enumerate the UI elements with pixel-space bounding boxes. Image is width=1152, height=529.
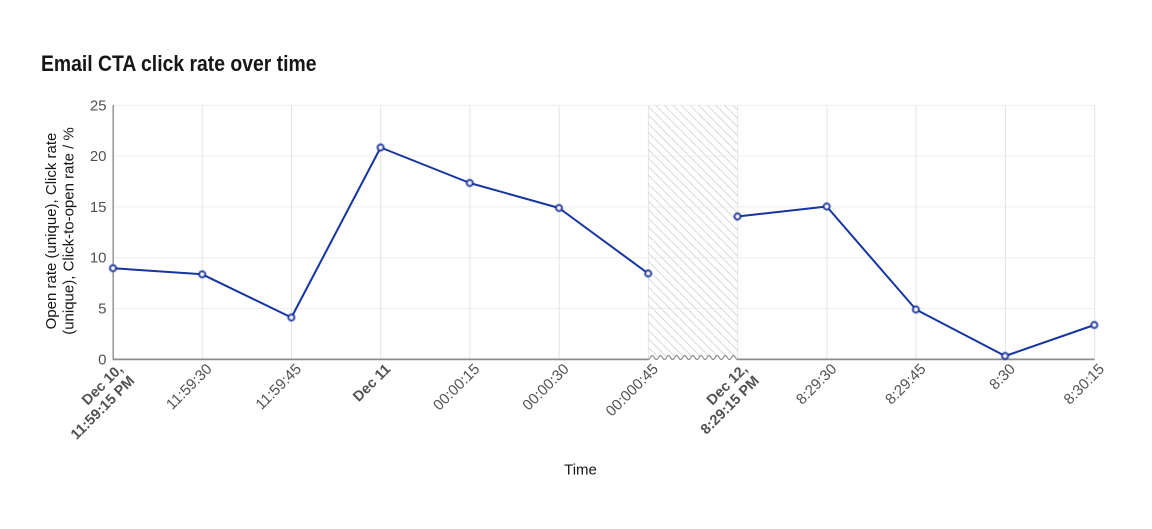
svg-text:00:000:45: 00:000:45 xyxy=(603,361,662,420)
svg-text:25: 25 xyxy=(90,97,107,114)
svg-text:11:59:30: 11:59:30 xyxy=(163,361,216,414)
svg-text:Time: Time xyxy=(564,462,597,479)
svg-text:15: 15 xyxy=(90,199,107,216)
svg-text:Open rate (unique), Click rate: Open rate (unique), Click rate(unique), … xyxy=(43,127,78,335)
svg-text:Dec 10,11:59:15 PM: Dec 10,11:59:15 PM xyxy=(56,361,138,443)
svg-text:0: 0 xyxy=(98,351,106,368)
svg-text:5: 5 xyxy=(98,301,106,318)
svg-text:11:59:45: 11:59:45 xyxy=(252,361,305,414)
svg-text:00:00:30: 00:00:30 xyxy=(519,361,572,414)
svg-text:20: 20 xyxy=(90,148,107,165)
svg-text:Dec 11: Dec 11 xyxy=(350,361,394,405)
svg-text:8:30:15: 8:30:15 xyxy=(1061,361,1108,408)
svg-text:10: 10 xyxy=(90,250,107,267)
svg-text:8:29:30: 8:29:30 xyxy=(793,361,840,408)
svg-text:8:30: 8:30 xyxy=(986,361,1019,394)
svg-text:8:29:45: 8:29:45 xyxy=(882,361,929,408)
svg-text:00:00:15: 00:00:15 xyxy=(430,361,483,414)
svg-text:Dec 12,8:29:15 PM: Dec 12,8:29:15 PM xyxy=(686,361,763,438)
